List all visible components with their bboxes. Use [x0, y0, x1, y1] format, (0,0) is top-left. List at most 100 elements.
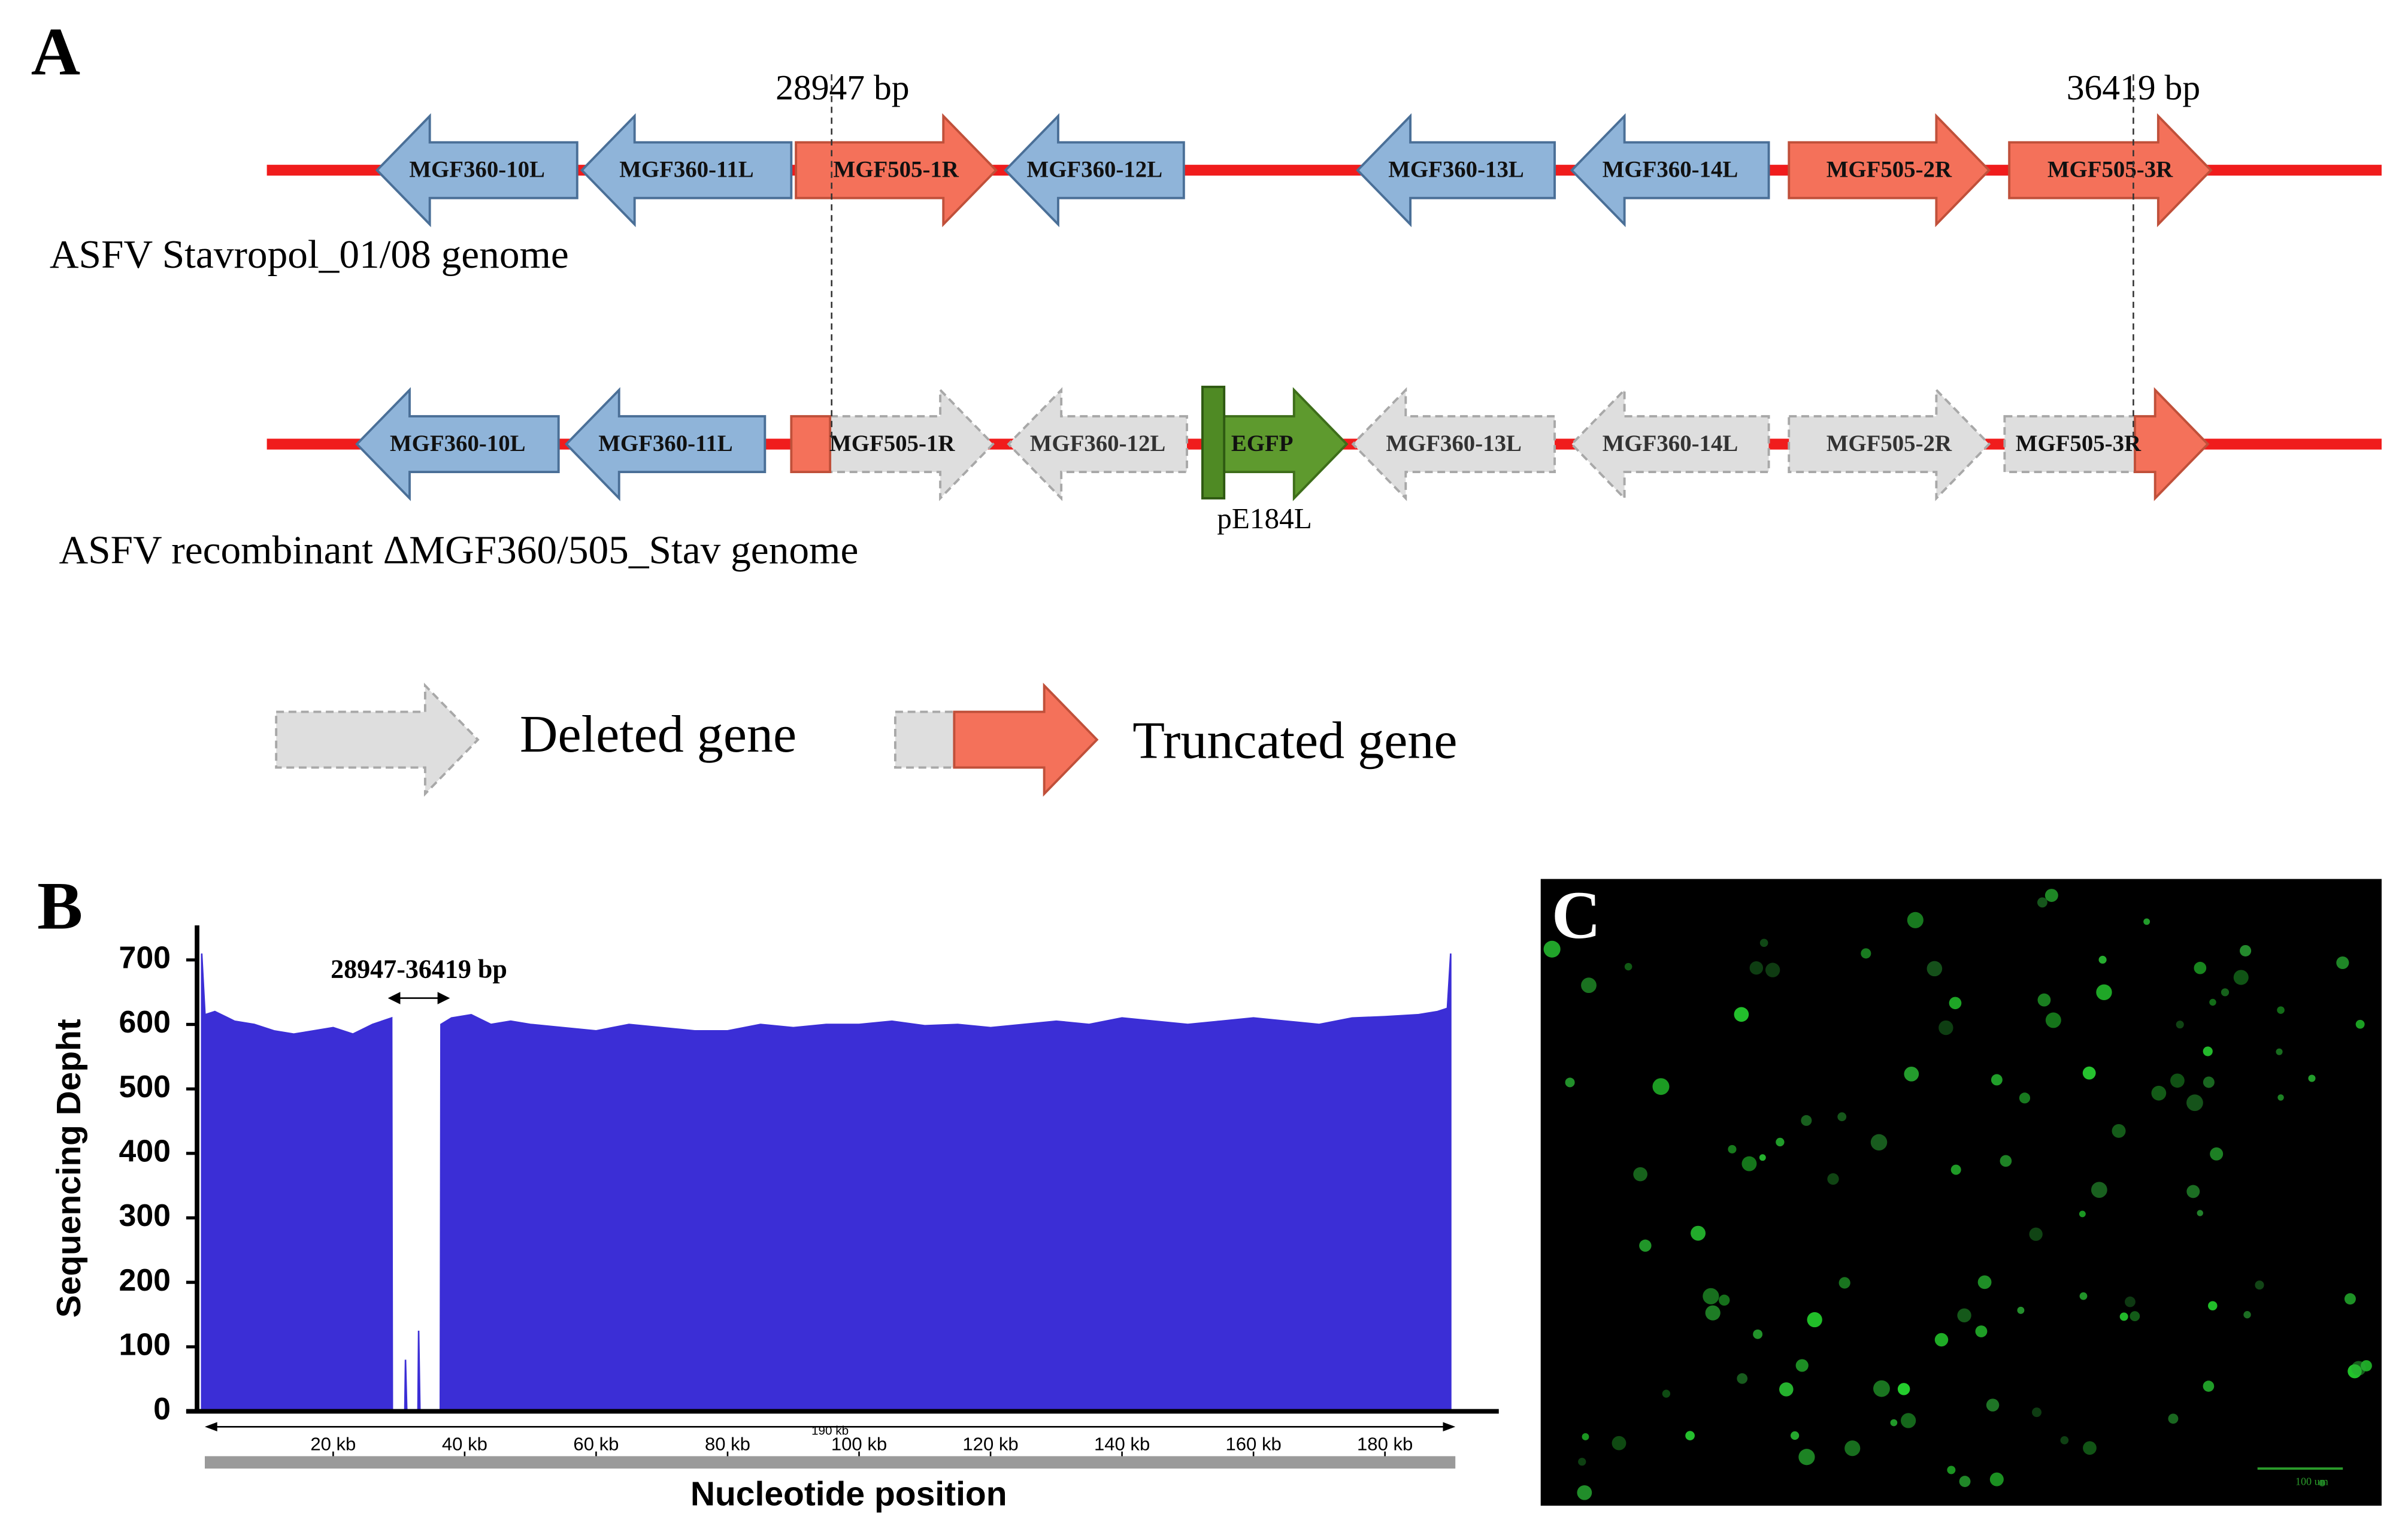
ruler-arrow: [1443, 1422, 1456, 1432]
cell: [1959, 1476, 1971, 1487]
gene-arrow: [375, 113, 578, 228]
promoter-label: pE184L: [1217, 502, 1312, 535]
ruler-band: [204, 1456, 1456, 1469]
x-axis-label: Nucleotide position: [690, 1475, 1007, 1513]
ruler-arrow: [204, 1422, 217, 1432]
cell: [2112, 1124, 2126, 1138]
cell: [1685, 1431, 1695, 1440]
cell: [2083, 1441, 2097, 1455]
x-tick-label: 180 kb: [1357, 1434, 1413, 1455]
cell: [1662, 1389, 1671, 1398]
cell: [2019, 1092, 2031, 1104]
gene-arrow: [1004, 113, 1185, 228]
cell: [1907, 912, 1924, 928]
cell: [1838, 1277, 1850, 1289]
gene-label: MGF505-2R: [1827, 431, 1952, 456]
y-tick-label: 200: [119, 1262, 171, 1297]
cell: [2168, 1413, 2179, 1424]
cell: [2221, 988, 2230, 997]
legend-label: Deleted gene: [520, 706, 796, 764]
promoter-box: [1201, 386, 1226, 499]
cell: [1890, 1419, 1898, 1427]
cell: [2203, 1380, 2215, 1392]
cell: [1873, 1380, 1890, 1397]
deleted-gene: [829, 387, 995, 501]
cell: [1633, 1167, 1647, 1182]
gene-label: EGFP: [1231, 431, 1294, 456]
cell: [2276, 1048, 2283, 1055]
cell: [2096, 984, 2112, 1000]
annotation-arrowhead: [387, 992, 401, 1004]
gene-arrow: [795, 113, 998, 228]
cell: [1870, 1134, 1888, 1151]
legend-truncated: [953, 682, 1099, 797]
cell: [1753, 1329, 1763, 1339]
truncated-part: [790, 415, 832, 474]
x-tick-label: 80 kb: [705, 1434, 750, 1455]
cell: [1581, 977, 1597, 994]
cell: [2037, 897, 2047, 908]
gene-arrow: [355, 387, 560, 501]
cell: [1691, 1225, 1706, 1241]
cell: [2060, 1436, 2069, 1445]
cell: [1719, 1294, 1730, 1306]
cell: [2233, 970, 2249, 985]
cell: [1749, 961, 1764, 975]
cell: [1977, 1275, 1992, 1289]
gene-label: MGF360-10L: [409, 157, 545, 183]
cell: [2197, 1210, 2203, 1216]
cell: [2210, 1147, 2224, 1161]
panel-label: A: [31, 14, 80, 89]
cell: [2209, 998, 2216, 1006]
cell: [2203, 1076, 2215, 1088]
cell: [2277, 1006, 2285, 1014]
marker-label: 28947 bp: [776, 68, 909, 107]
x-tick-label: 140 kb: [1094, 1434, 1150, 1455]
panel-label: C: [1552, 877, 1601, 953]
cell: [1543, 940, 1561, 958]
x-tick-label: 160 kb: [1225, 1434, 1281, 1455]
y-tick-label: 400: [119, 1134, 171, 1168]
cell: [2355, 1019, 2365, 1029]
gene-label: MGF505-3R: [2016, 431, 2142, 456]
cell: [2098, 955, 2107, 964]
y-tick-label: 0: [153, 1391, 171, 1426]
cell: [2151, 1085, 2167, 1101]
axis-note: 190 kb: [811, 1424, 849, 1438]
cell: [1989, 1472, 2004, 1486]
gene-label: MGF505-2R: [1827, 157, 1952, 183]
cell: [1795, 1359, 1809, 1372]
cell: [2130, 1311, 2140, 1321]
gene-label: MGF360-13L: [1386, 431, 1522, 456]
cell: [2277, 1094, 2284, 1101]
depth-area: [201, 953, 1452, 1412]
cell: [2044, 889, 2058, 902]
cell: [1934, 1333, 1949, 1347]
cell: [2194, 961, 2207, 974]
legend-deleted: [275, 682, 480, 797]
cell: [2045, 1012, 2061, 1028]
cell: [2176, 1021, 2184, 1029]
cell: [2240, 944, 2252, 957]
y-tick-label: 700: [119, 940, 171, 975]
micrograph: [1540, 879, 2382, 1506]
deleted-gene: [1788, 387, 1991, 501]
cell: [1957, 1308, 1971, 1322]
cell: [1652, 1078, 1670, 1095]
cell: [1639, 1239, 1652, 1252]
cell: [1779, 1382, 1794, 1397]
cell: [2143, 918, 2150, 925]
y-tick-label: 500: [119, 1069, 171, 1104]
legend-label: Truncated gene: [1132, 712, 1457, 770]
cell: [1901, 1413, 1916, 1428]
cell: [2336, 956, 2349, 970]
cell: [1827, 1173, 1839, 1185]
cell: [2203, 1046, 2213, 1056]
cell: [2079, 1210, 2086, 1218]
gene-label: MGF360-14L: [1603, 157, 1738, 183]
cell: [2186, 1094, 2203, 1112]
cell: [1807, 1312, 1822, 1328]
cell: [1734, 1007, 1749, 1022]
cell: [2091, 1182, 2107, 1198]
gene-label: MGF360-12L: [1027, 157, 1163, 183]
